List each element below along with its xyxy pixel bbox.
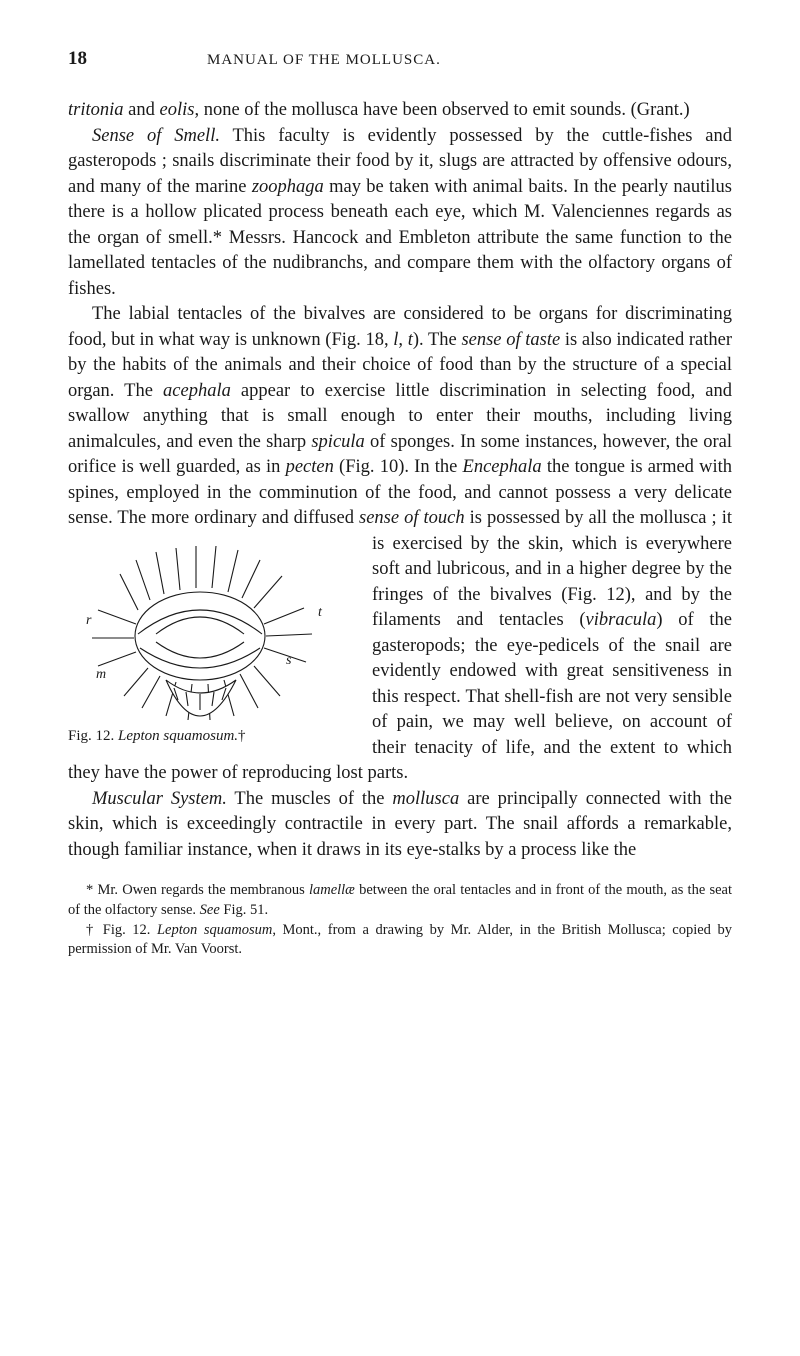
fig-label-r: r <box>86 613 92 628</box>
text-span: Fig. 51. <box>220 902 268 918</box>
text-span: and <box>124 100 160 120</box>
text-span: , <box>398 330 407 350</box>
paragraph-2: Sense of Smell. This faculty is evidentl… <box>68 124 732 303</box>
text-span: vibracula <box>586 610 657 630</box>
body-text: tritonia and eolis, none of the mollusca… <box>68 98 732 863</box>
paragraph-3: The labial tentacles of the bivalves are… <box>68 302 732 787</box>
text-span: , none of the mollusca have been observe… <box>194 100 689 120</box>
running-title: MANUAL OF THE MOLLUSCA. <box>207 52 441 69</box>
text-span: ). The <box>413 330 462 350</box>
footnotes: * Mr. Owen regards the membranous lamell… <box>68 881 732 959</box>
text-span: † Fig. 12. <box>86 922 157 938</box>
text-span: Muscular System. <box>92 789 227 809</box>
text-span: Sense of Smell. <box>92 126 220 146</box>
page-number: 18 <box>68 48 87 70</box>
text-span: pecten <box>286 457 334 477</box>
text-span: acephala <box>163 381 231 401</box>
text-span: tritonia <box>68 100 124 120</box>
text-span: Lepton squamosum. <box>118 728 238 744</box>
footnote-1: * Mr. Owen regards the membranous lamell… <box>68 881 732 920</box>
text-span: Fig. 12. <box>68 728 118 744</box>
figure-caption: Fig. 12. Lepton squamosum.† <box>68 728 246 744</box>
text-span: sense of touch <box>359 508 465 528</box>
footnote-2: † Fig. 12. Lepton squamosum, Mont., from… <box>68 921 732 960</box>
text-span: eolis <box>159 100 194 120</box>
text-span: The muscles of the <box>227 789 393 809</box>
text-span: zoophaga <box>252 177 324 197</box>
text-span: (Fig. 10). In the <box>334 457 463 477</box>
fig-label-t: t <box>318 605 323 620</box>
figure-12: m t s r Fig. 12. Lepton squamosum.† <box>68 538 358 749</box>
text-span: Encephala <box>463 457 542 477</box>
text-span: † <box>238 728 246 744</box>
fig-label-s: s <box>286 653 292 668</box>
text-span: mollusca <box>392 789 459 809</box>
paragraph-1: tritonia and eolis, none of the mollusca… <box>68 98 732 124</box>
text-span: spicula <box>311 432 364 452</box>
text-span: See <box>200 902 220 918</box>
text-span: * Mr. Owen regards the membranous <box>86 882 309 898</box>
fig-label-m: m <box>96 667 106 682</box>
text-span: Lepton squamosum <box>157 922 272 938</box>
lepton-squamosum-illustration: m t s r <box>68 538 358 723</box>
text-span: sense of taste <box>461 330 560 350</box>
paragraph-4: Muscular System. The muscles of the moll… <box>68 787 732 864</box>
text-span: lamellæ <box>309 882 355 898</box>
